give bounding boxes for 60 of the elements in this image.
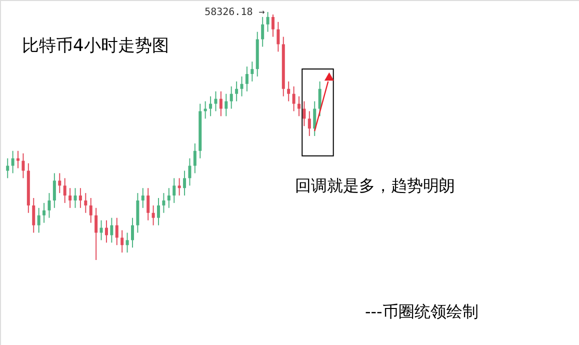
candlestick [266,12,270,32]
candlestick [162,192,166,214]
candlestick [167,188,170,208]
candlestick [318,80,322,117]
candlestick [42,202,46,224]
candlestick [32,198,36,234]
candlestick [224,93,228,117]
candlestick [141,188,144,208]
candlestick [261,16,264,48]
annotation: 58326.18 → [204,7,265,18]
candlestick [84,192,88,214]
candlestick [68,188,72,208]
candlestick [74,188,77,208]
candlestick [146,188,150,221]
candlestick [188,158,192,186]
candlestick [58,172,62,194]
candlestick [104,220,108,244]
candlestick [245,66,248,92]
candlestick [298,96,301,117]
candlestick [271,14,274,38]
candlestick [308,110,311,136]
candlestick [219,90,222,117]
candlestick [292,86,296,112]
candlestick [11,150,14,174]
candlestick [78,188,82,208]
candlestick [130,217,134,248]
candlestick [214,90,218,112]
candlestick [16,150,20,169]
candlestick [302,100,306,127]
text: 比特币4小时走势图 [22,36,169,56]
candlestick [115,217,118,246]
candlestick [240,76,244,97]
candlestick [120,230,124,254]
candlestick [178,178,181,196]
candlestick [193,142,196,174]
text: ---币圈统领绘制 [365,302,478,321]
candlestick [6,158,10,179]
candlestick [37,207,40,234]
candlestick [152,204,155,226]
candlestick [22,152,25,179]
candlestick [48,192,51,218]
candlestick [313,100,316,136]
candlestick [250,61,254,82]
candlestick [89,198,92,224]
annotation: 回调就是多，趋势明朗 [295,176,455,195]
candlestick [230,86,233,110]
candlestick [172,178,176,204]
candlestick [276,21,280,52]
candlestick [235,80,238,102]
candlestick [110,217,114,244]
candlestick [204,100,207,120]
candlestick [52,172,56,208]
candlestick [183,170,186,196]
candlestick [126,232,129,254]
candlestick [100,220,103,241]
candlestick [209,96,212,117]
candlestick [157,198,160,226]
candlestick [63,178,66,204]
candlestick [94,207,98,260]
candlestick [287,80,290,102]
